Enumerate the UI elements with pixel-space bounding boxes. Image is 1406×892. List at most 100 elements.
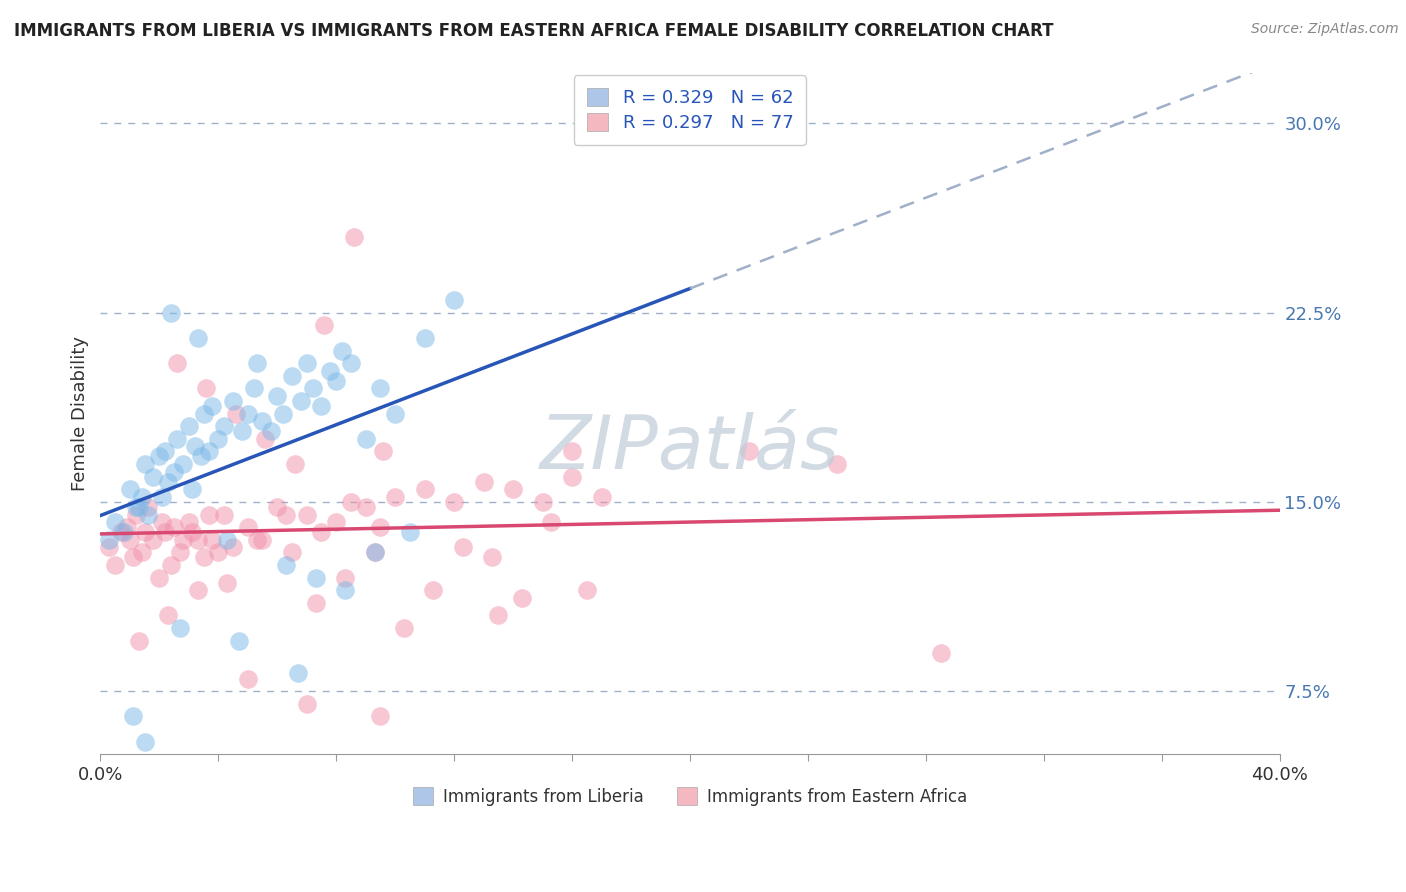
- Point: [370, 381, 392, 395]
- Point: [295, 508, 318, 522]
- Point: [575, 583, 598, 598]
- Point: [142, 469, 165, 483]
- Point: [169, 545, 191, 559]
- Point: [392, 621, 415, 635]
- Point: [134, 525, 156, 540]
- Point: [150, 515, 173, 529]
- Point: [295, 697, 318, 711]
- Y-axis label: Female Disability: Female Disability: [72, 336, 89, 491]
- Point: [193, 550, 215, 565]
- Point: [738, 444, 761, 458]
- Point: [252, 414, 274, 428]
- Point: [187, 583, 209, 598]
- Point: [333, 571, 356, 585]
- Point: [201, 399, 224, 413]
- Point: [502, 483, 524, 497]
- Point: [142, 533, 165, 547]
- Point: [242, 381, 264, 395]
- Point: [118, 533, 141, 547]
- Point: [180, 483, 202, 497]
- Point: [136, 500, 159, 514]
- Point: [187, 533, 209, 547]
- Point: [343, 230, 366, 244]
- Point: [340, 495, 363, 509]
- Point: [131, 490, 153, 504]
- Point: [217, 533, 239, 547]
- Point: [155, 525, 177, 540]
- Point: [304, 571, 326, 585]
- Point: [166, 356, 188, 370]
- Point: [198, 508, 221, 522]
- Point: [104, 558, 127, 572]
- Point: [183, 439, 205, 453]
- Point: [128, 633, 150, 648]
- Point: [266, 500, 288, 514]
- Point: [399, 525, 422, 540]
- Point: [929, 646, 952, 660]
- Point: [481, 550, 503, 565]
- Point: [231, 424, 253, 438]
- Point: [131, 545, 153, 559]
- Point: [166, 432, 188, 446]
- Point: [510, 591, 533, 605]
- Point: [207, 432, 229, 446]
- Point: [266, 389, 288, 403]
- Point: [198, 444, 221, 458]
- Point: [373, 444, 395, 458]
- Point: [540, 515, 562, 529]
- Point: [172, 533, 194, 547]
- Point: [148, 571, 170, 585]
- Point: [304, 596, 326, 610]
- Point: [443, 293, 465, 307]
- Point: [150, 490, 173, 504]
- Point: [340, 356, 363, 370]
- Point: [274, 558, 297, 572]
- Point: [413, 483, 436, 497]
- Point: [225, 407, 247, 421]
- Point: [180, 525, 202, 540]
- Point: [311, 399, 333, 413]
- Point: [148, 450, 170, 464]
- Point: [319, 364, 342, 378]
- Point: [363, 545, 385, 559]
- Point: [827, 457, 849, 471]
- Point: [486, 608, 509, 623]
- Point: [451, 541, 474, 555]
- Point: [413, 331, 436, 345]
- Point: [333, 583, 356, 598]
- Point: [98, 541, 121, 555]
- Point: [222, 394, 245, 409]
- Point: [370, 520, 392, 534]
- Point: [187, 331, 209, 345]
- Point: [281, 368, 304, 383]
- Point: [274, 508, 297, 522]
- Point: [163, 465, 186, 479]
- Point: [121, 709, 143, 723]
- Point: [472, 475, 495, 489]
- Point: [314, 318, 336, 333]
- Point: [190, 450, 212, 464]
- Point: [177, 515, 200, 529]
- Point: [422, 583, 444, 598]
- Point: [163, 520, 186, 534]
- Point: [134, 734, 156, 748]
- Point: [311, 525, 333, 540]
- Point: [236, 407, 259, 421]
- Point: [295, 356, 318, 370]
- Point: [228, 633, 250, 648]
- Text: Source: ZipAtlas.com: Source: ZipAtlas.com: [1251, 22, 1399, 37]
- Point: [115, 520, 138, 534]
- Point: [252, 533, 274, 547]
- Point: [172, 457, 194, 471]
- Point: [290, 394, 312, 409]
- Point: [98, 533, 121, 547]
- Point: [125, 508, 148, 522]
- Point: [136, 508, 159, 522]
- Point: [284, 457, 307, 471]
- Point: [271, 407, 294, 421]
- Point: [330, 343, 353, 358]
- Point: [112, 525, 135, 540]
- Point: [363, 545, 385, 559]
- Point: [201, 533, 224, 547]
- Text: ZIPatlás: ZIPatlás: [540, 411, 839, 483]
